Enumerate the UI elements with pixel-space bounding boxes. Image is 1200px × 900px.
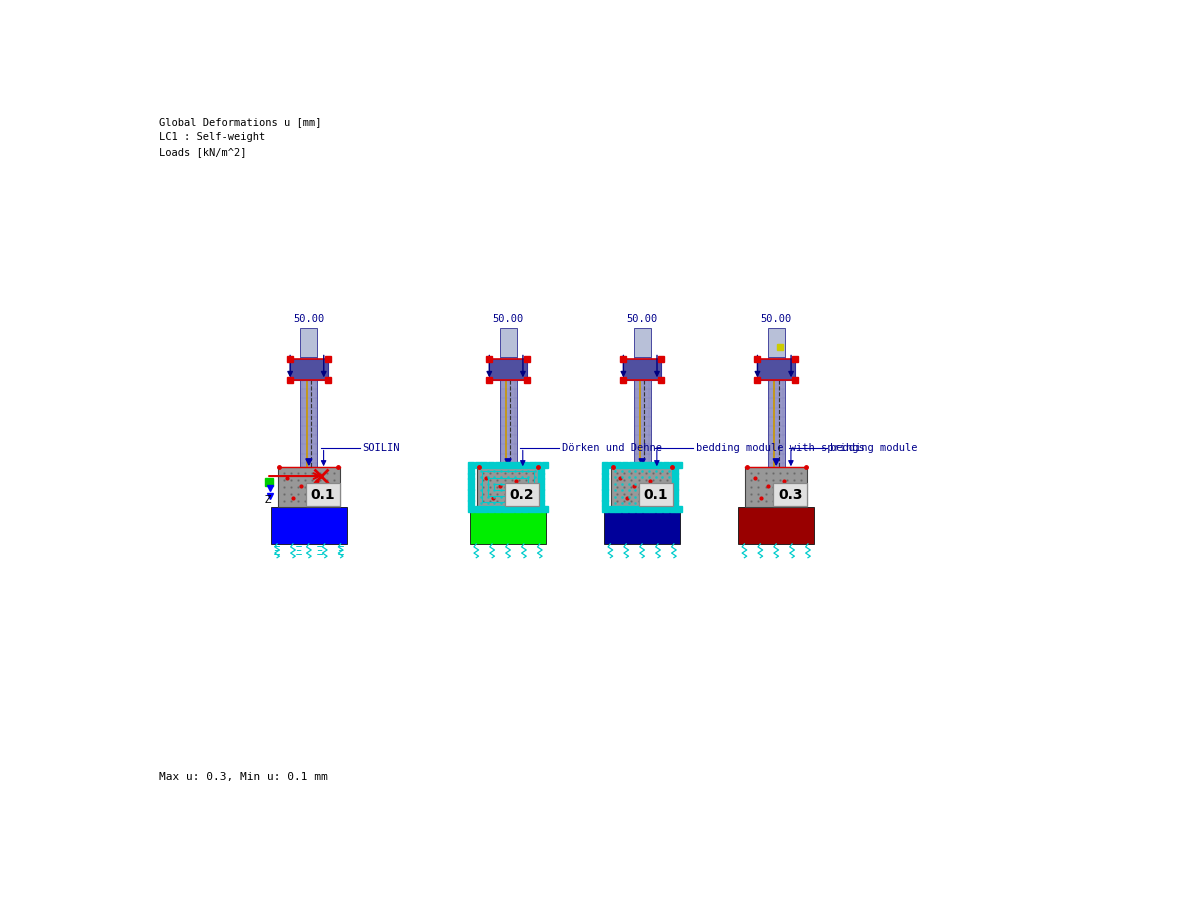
Bar — [604, 507, 680, 544]
Bar — [271, 507, 347, 544]
Bar — [623, 359, 661, 381]
Text: 0.1: 0.1 — [643, 488, 668, 501]
Bar — [300, 357, 318, 467]
Text: Dörken und Dehne: Dörken und Dehne — [562, 443, 661, 453]
Bar — [300, 328, 318, 357]
Bar — [278, 467, 340, 507]
Text: 0.3: 0.3 — [778, 488, 803, 501]
Bar — [745, 467, 808, 507]
Text: 50.00: 50.00 — [761, 314, 792, 324]
Text: Ξ: Ξ — [316, 545, 324, 558]
Bar — [499, 328, 516, 357]
Text: Max u: 0.3, Min u: 0.1 mm: Max u: 0.3, Min u: 0.1 mm — [160, 772, 328, 782]
Text: Ξ: Ξ — [294, 545, 302, 558]
Text: Z: Z — [264, 495, 271, 505]
Bar — [634, 328, 650, 357]
Text: 0.1: 0.1 — [311, 488, 335, 501]
Bar — [738, 507, 814, 544]
Text: Ξ: Ξ — [337, 545, 344, 558]
Bar — [634, 357, 650, 467]
Text: Ξ: Ξ — [274, 545, 281, 558]
Text: 50.00: 50.00 — [492, 314, 523, 324]
Text: 50.00: 50.00 — [626, 314, 658, 324]
Bar — [490, 359, 527, 381]
Bar — [768, 328, 785, 357]
Text: SOILIN: SOILIN — [362, 443, 400, 453]
Bar — [470, 507, 546, 544]
Text: bedding module: bedding module — [829, 443, 917, 453]
Text: Global Deformations u [mm]
LC1 : Self-weight
Loads [kN/m^2]: Global Deformations u [mm] LC1 : Self-we… — [160, 117, 322, 157]
Bar — [478, 467, 539, 507]
Bar — [290, 359, 328, 381]
Text: 0.2: 0.2 — [510, 488, 534, 501]
Bar — [499, 357, 516, 467]
Bar — [488, 478, 528, 496]
Bar — [611, 467, 673, 507]
Bar — [481, 472, 534, 502]
Bar — [494, 484, 522, 490]
Bar — [757, 359, 794, 381]
Text: 50.00: 50.00 — [293, 314, 324, 324]
Bar — [768, 357, 785, 467]
Text: bedding module with springs: bedding module with springs — [696, 443, 864, 453]
